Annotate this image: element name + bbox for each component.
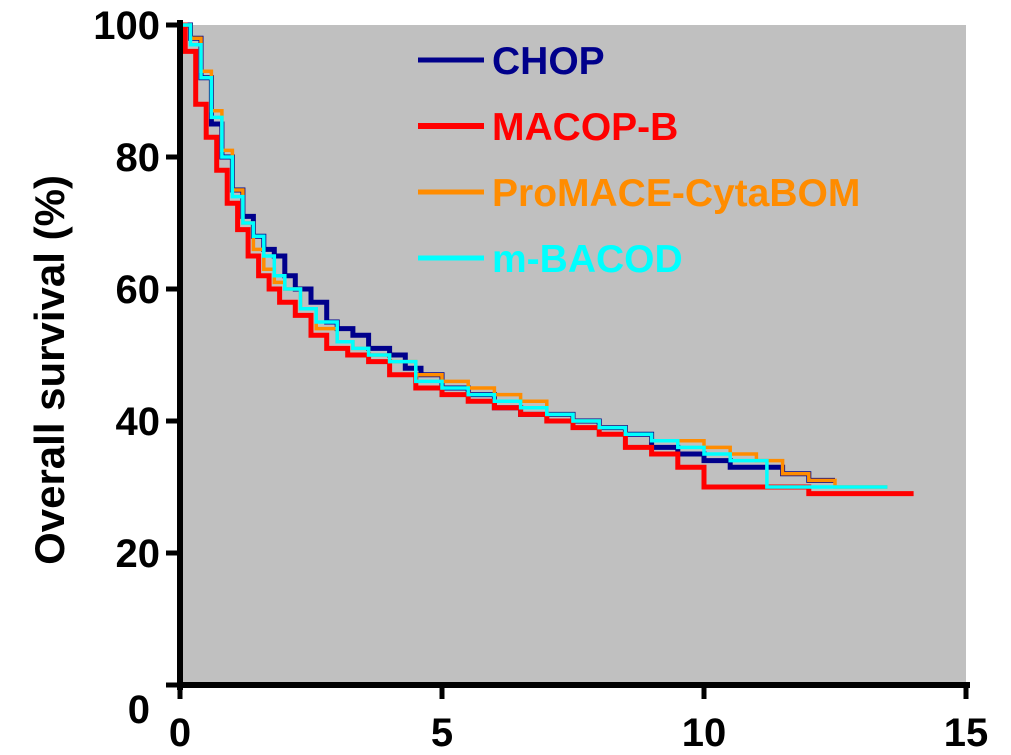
legend-label: CHOP (492, 40, 605, 83)
plot-background (180, 25, 966, 685)
series-layer (180, 22, 914, 497)
y-tick-label: 40 (116, 400, 161, 444)
ticks-layer: 0 20 40 60 80 100 0 5 10 15 (93, 4, 988, 755)
y-tick-label: 0 (128, 688, 150, 732)
y-tick-label: 100 (93, 4, 160, 48)
y-tick-label: 20 (116, 532, 161, 576)
series-line-macop-b (180, 22, 914, 497)
legend-label: m-BACOD (492, 238, 683, 281)
legend: CHOP MACOP-B ProMACE-CytaBOM m-BACOD (418, 40, 860, 281)
y-axis-title: Overall survival (%) (26, 175, 73, 565)
x-tick-label: 5 (431, 711, 453, 755)
y-tick-label: 60 (116, 268, 161, 312)
legend-label: MACOP-B (492, 106, 678, 149)
x-tick-label: 10 (682, 711, 727, 755)
x-tick-label: 15 (944, 711, 989, 755)
x-tick-label: 0 (169, 711, 191, 755)
series-line-m-bacod (180, 23, 888, 489)
legend-label: ProMACE-CytaBOM (492, 172, 860, 215)
y-tick-label: 80 (116, 136, 161, 180)
axes-layer (177, 20, 970, 690)
